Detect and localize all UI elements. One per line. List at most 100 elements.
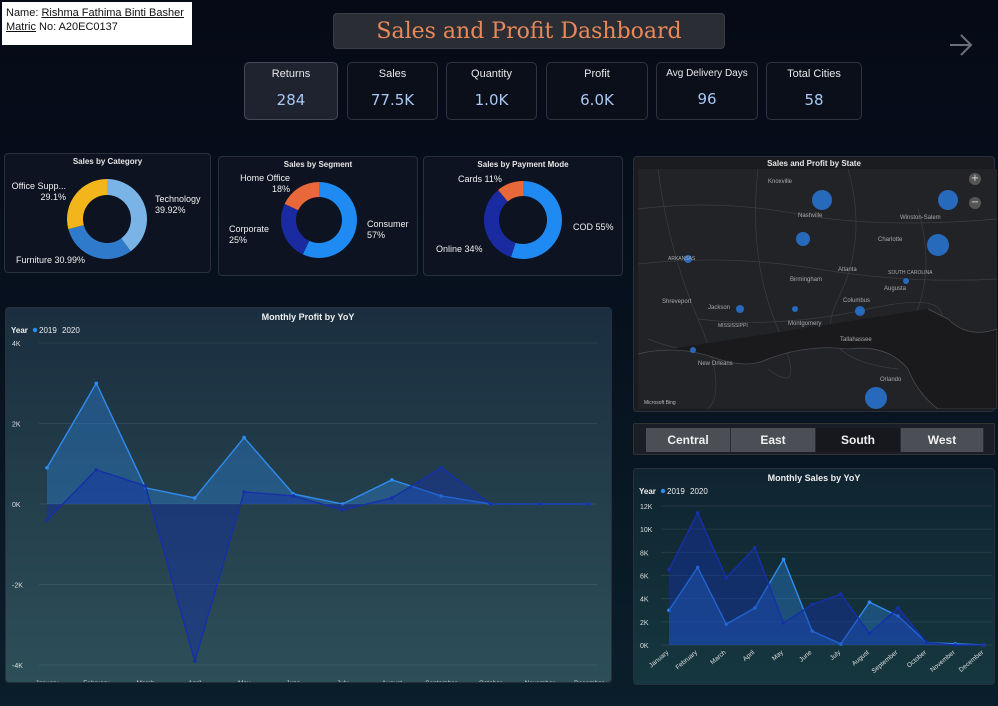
- data-point-2020[interactable]: [724, 576, 729, 580]
- data-point-2019[interactable]: [193, 496, 197, 500]
- donut-slice-2[interactable]: [284, 182, 319, 211]
- data-point-2019[interactable]: [340, 502, 345, 506]
- map-place-label: Winston-Salem: [900, 215, 941, 221]
- kpi-card-profit[interactable]: Profit 6.0K: [546, 62, 648, 120]
- payment-label-cards: Cards 11%: [458, 174, 502, 184]
- monthly-sales-chart[interactable]: Monthly Sales by YoY Year 2019 2020 0K 2K…: [634, 469, 994, 684]
- plus-icon[interactable]: +: [969, 173, 981, 185]
- dashboard-title: Sales and Profit Dashboard: [333, 13, 725, 49]
- kpi-card-total-cities[interactable]: Total Cities 58: [766, 62, 862, 120]
- kpi-card-quantity[interactable]: Quantity 1.0K: [446, 62, 537, 120]
- payment-label-online: Online 34%: [436, 244, 483, 254]
- donut-slice-0[interactable]: [302, 182, 357, 258]
- data-point-2019[interactable]: [439, 494, 443, 498]
- area-fill-2020: [47, 467, 589, 661]
- data-point-2020[interactable]: [781, 621, 786, 625]
- kpi-card-delivery-days[interactable]: Avg Delivery Days 96: [656, 62, 758, 120]
- data-point-2020[interactable]: [753, 545, 757, 550]
- donut-slice-1[interactable]: [484, 189, 516, 258]
- kpi-value: 1.0K: [474, 91, 509, 109]
- sales-by-category-panel: Sales by Category Technology 39.92% Furni…: [4, 153, 211, 273]
- name-label: Name:: [6, 7, 39, 19]
- map-place-label: Montgomery: [788, 321, 822, 327]
- map-place-label: New Orleans: [698, 361, 733, 367]
- data-point-2020[interactable]: [667, 567, 671, 572]
- data-point-2020[interactable]: [537, 502, 542, 506]
- kpi-label: Avg Delivery Days: [666, 68, 748, 79]
- data-point-2020[interactable]: [488, 502, 493, 506]
- region-button-west[interactable]: West: [901, 428, 984, 452]
- data-point-2019[interactable]: [724, 622, 729, 626]
- kpi-value: 96: [697, 90, 717, 108]
- arrow-right-icon[interactable]: [947, 30, 975, 60]
- data-point-2019[interactable]: [390, 478, 394, 482]
- data-point-2020[interactable]: [291, 494, 296, 498]
- payment-donut[interactable]: [482, 179, 564, 261]
- data-point-2020[interactable]: [94, 467, 99, 472]
- data-point-2020[interactable]: [193, 659, 197, 663]
- kpi-label: Sales: [378, 68, 407, 80]
- data-point-2020[interactable]: [587, 502, 591, 506]
- data-point-2019[interactable]: [94, 381, 99, 386]
- data-point-2020[interactable]: [896, 606, 900, 610]
- minus-icon[interactable]: −: [969, 197, 981, 209]
- kpi-card-sales[interactable]: Sales 77.5K: [347, 62, 438, 120]
- x-tick-label: April: [742, 649, 757, 663]
- kpi-label: Profit: [584, 68, 610, 80]
- legend-2020: 2020: [62, 326, 80, 335]
- y-tick-label: 2K: [640, 620, 649, 627]
- chart-title: Sales by Payment Mode: [477, 160, 569, 169]
- data-point-2020[interactable]: [340, 508, 345, 512]
- segment-label-consumer: Consumer 57%: [367, 219, 409, 240]
- data-point-2019[interactable]: [667, 608, 671, 613]
- data-point-2019[interactable]: [753, 606, 757, 610]
- x-tick-label: December: [574, 680, 605, 682]
- donut-slice-1[interactable]: [68, 225, 131, 259]
- data-point-2020[interactable]: [982, 643, 986, 647]
- data-point-2019[interactable]: [781, 557, 786, 562]
- donut-slice-2[interactable]: [67, 179, 107, 230]
- y-tick-label: 4K: [12, 341, 21, 348]
- map-place-label: Birmingham: [790, 277, 823, 283]
- x-tick-label: July: [337, 680, 349, 682]
- segment-donut[interactable]: [279, 180, 359, 260]
- data-point-2020[interactable]: [143, 484, 148, 488]
- x-tick-label: July: [829, 649, 843, 662]
- legend-2020: 2020: [690, 487, 708, 496]
- monthly-profit-chart[interactable]: Monthly Profit by YoY Year 2019 2020 -4K…: [6, 308, 611, 687]
- data-point-2020[interactable]: [953, 643, 958, 647]
- region-button-east[interactable]: East: [731, 428, 816, 452]
- category-donut[interactable]: [65, 177, 149, 261]
- data-point-2020[interactable]: [45, 518, 49, 522]
- region-button-central[interactable]: Central: [646, 428, 731, 452]
- data-point-2019[interactable]: [839, 642, 843, 646]
- data-point-2019[interactable]: [45, 465, 49, 470]
- data-point-2019[interactable]: [695, 565, 700, 570]
- x-tick-label: January: [35, 680, 59, 682]
- data-point-2020[interactable]: [439, 465, 443, 470]
- region-button-south[interactable]: South: [816, 428, 901, 452]
- y-tick-label: 8K: [640, 550, 649, 557]
- state-map[interactable]: Knoxville Winston-Salem Nashville Charlo…: [638, 169, 997, 409]
- data-point-2020[interactable]: [242, 490, 246, 494]
- data-point-2019[interactable]: [867, 600, 872, 604]
- data-point-2019[interactable]: [242, 435, 246, 440]
- kpi-value: 77.5K: [370, 91, 415, 109]
- map-place-label: Tallahassee: [840, 337, 872, 343]
- donut-slice-1[interactable]: [281, 203, 310, 255]
- data-point-2020[interactable]: [390, 496, 394, 500]
- y-tick-label: 6K: [640, 574, 649, 581]
- data-point-2020[interactable]: [810, 602, 814, 607]
- donut-slice-0[interactable]: [107, 179, 147, 252]
- kpi-card-returns[interactable]: Returns 284: [244, 62, 338, 120]
- sales-by-segment-panel: Sales by Segment Consumer 57% Corporate 25…: [218, 156, 418, 276]
- data-point-2020[interactable]: [695, 511, 700, 515]
- donut-slice-2[interactable]: [498, 181, 523, 202]
- data-point-2020[interactable]: [924, 640, 929, 645]
- data-point-2020[interactable]: [839, 592, 843, 596]
- x-tick-label: January: [648, 649, 671, 670]
- data-point-2020[interactable]: [867, 631, 872, 636]
- data-point-2019[interactable]: [896, 614, 900, 618]
- donut-slice-0[interactable]: [510, 181, 562, 259]
- data-point-2019[interactable]: [810, 629, 814, 633]
